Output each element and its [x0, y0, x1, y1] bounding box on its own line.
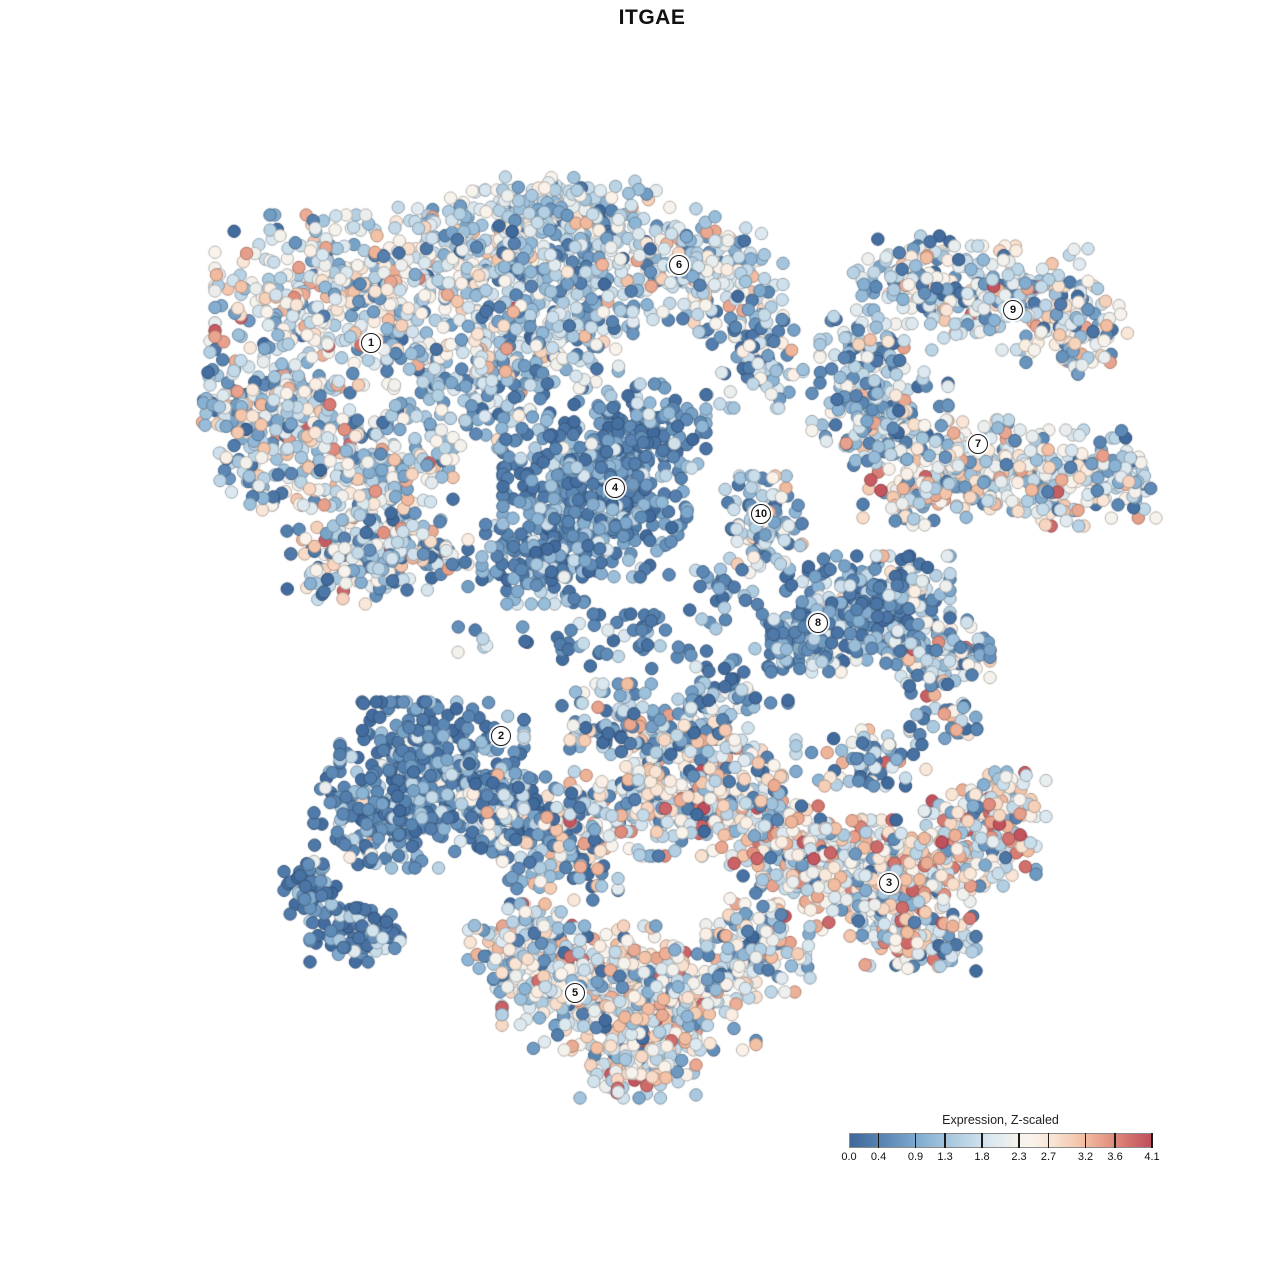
colorbar-tick-label: 4.1 [1144, 1151, 1160, 1163]
colorbar-tick-label: 2.3 [1011, 1151, 1027, 1163]
colorbar-tick-label: 2.7 [1040, 1151, 1057, 1163]
colorbar-tick [981, 1133, 983, 1148]
colorbar-tick [914, 1133, 917, 1148]
cluster-label-5: 5 [565, 983, 585, 1003]
colorbar-tick-label: 1.3 [937, 1151, 953, 1163]
cluster-label-1: 1 [361, 333, 381, 353]
colorbar-tick [877, 1133, 880, 1148]
colorbar-tick [1084, 1133, 1087, 1148]
colorbar-tick [1018, 1133, 1020, 1148]
colorbar-tick [1114, 1133, 1116, 1148]
colorbar-tick-label: 3.2 [1077, 1151, 1094, 1163]
colorbar-legend: Expression, Z-scaled 0.0 0.4 0.9 1.3 1.8 2.3 2… [841, 1113, 1159, 1163]
colorbar-tick [1047, 1133, 1050, 1148]
cluster-label-9: 9 [1003, 300, 1023, 320]
colorbar-tick-label: 0.0 [841, 1151, 857, 1163]
cluster-label-6: 6 [669, 255, 689, 275]
cluster-label-10: 10 [751, 504, 771, 524]
colorbar-tick [944, 1133, 946, 1148]
cluster-label-2: 2 [491, 726, 511, 746]
cluster-label-8: 8 [808, 613, 828, 633]
colorbar-title: Expression, Z-scaled [942, 1113, 1059, 1127]
cluster-label-3: 3 [879, 873, 899, 893]
cluster-label-4: 4 [605, 478, 625, 498]
colorbar-tick-label: 3.6 [1107, 1151, 1123, 1163]
colorbar-tick-label: 0.4 [870, 1151, 887, 1163]
colorbar-gradient-bar [849, 1133, 1152, 1148]
colorbar-tick-label: 1.8 [974, 1151, 990, 1163]
colorbar-tick-label: 0.9 [907, 1151, 924, 1163]
cluster-label-7: 7 [968, 434, 988, 454]
colorbar-tick [1151, 1133, 1153, 1148]
